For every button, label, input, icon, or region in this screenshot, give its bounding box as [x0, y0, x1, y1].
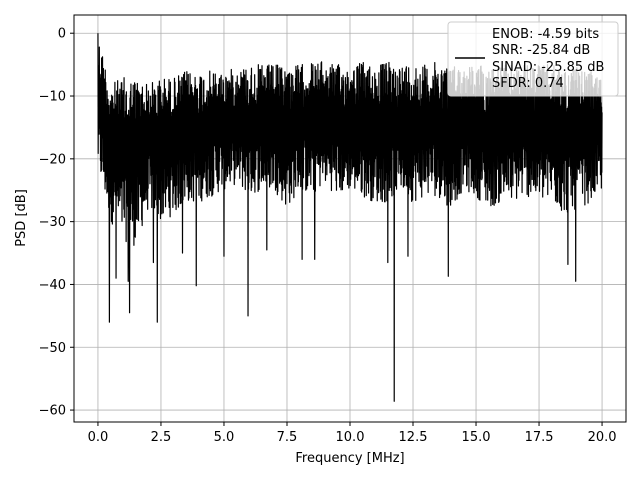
y-axis-label: PSD [dB]: [14, 189, 29, 247]
x-tick-label: 17.5: [525, 430, 554, 445]
x-tick-label: 20.0: [588, 430, 617, 445]
y-tick-label: −20: [39, 152, 66, 167]
x-tick-label: 5.0: [214, 430, 235, 445]
x-tick-label: 0.0: [88, 430, 109, 445]
x-axis-ticks: 0.0 2.5 5.0 7.5 10.0 12.5 15.0 17.5 20.0: [88, 422, 617, 445]
series-group: [97, 33, 603, 402]
y-tick-label: 0: [58, 27, 66, 42]
y-tick-label: −10: [39, 90, 66, 105]
legend-entry-snr: SNR: -25.84 dB: [492, 43, 590, 58]
x-tick-label: 15.0: [462, 430, 491, 445]
plot-area: [97, 33, 603, 402]
x-tick-label: 12.5: [399, 430, 428, 445]
legend-entry-sinad: SINAD: -25.85 dB: [492, 60, 604, 75]
legend-entry-enob: ENOB: -4.59 bits: [492, 27, 599, 42]
y-tick-label: −40: [39, 278, 66, 293]
x-axis-label: Frequency [MHz]: [295, 451, 404, 466]
x-tick-label: 2.5: [151, 430, 172, 445]
y-tick-label: −60: [39, 404, 66, 419]
psd-series-line: [97, 33, 603, 402]
y-axis-ticks: 0 −10 −20 −30 −40 −50 −60: [39, 27, 74, 419]
y-tick-label: −30: [39, 215, 66, 230]
x-tick-label: 7.5: [277, 430, 298, 445]
legend: ENOB: -4.59 bits SNR: -25.84 dB SINAD: -…: [447, 21, 619, 97]
legend-box: [447, 21, 619, 97]
legend-entry-sfdr: SFDR: 0.74: [492, 76, 564, 91]
y-tick-label: −50: [39, 341, 66, 356]
x-tick-label: 10.0: [336, 430, 365, 445]
